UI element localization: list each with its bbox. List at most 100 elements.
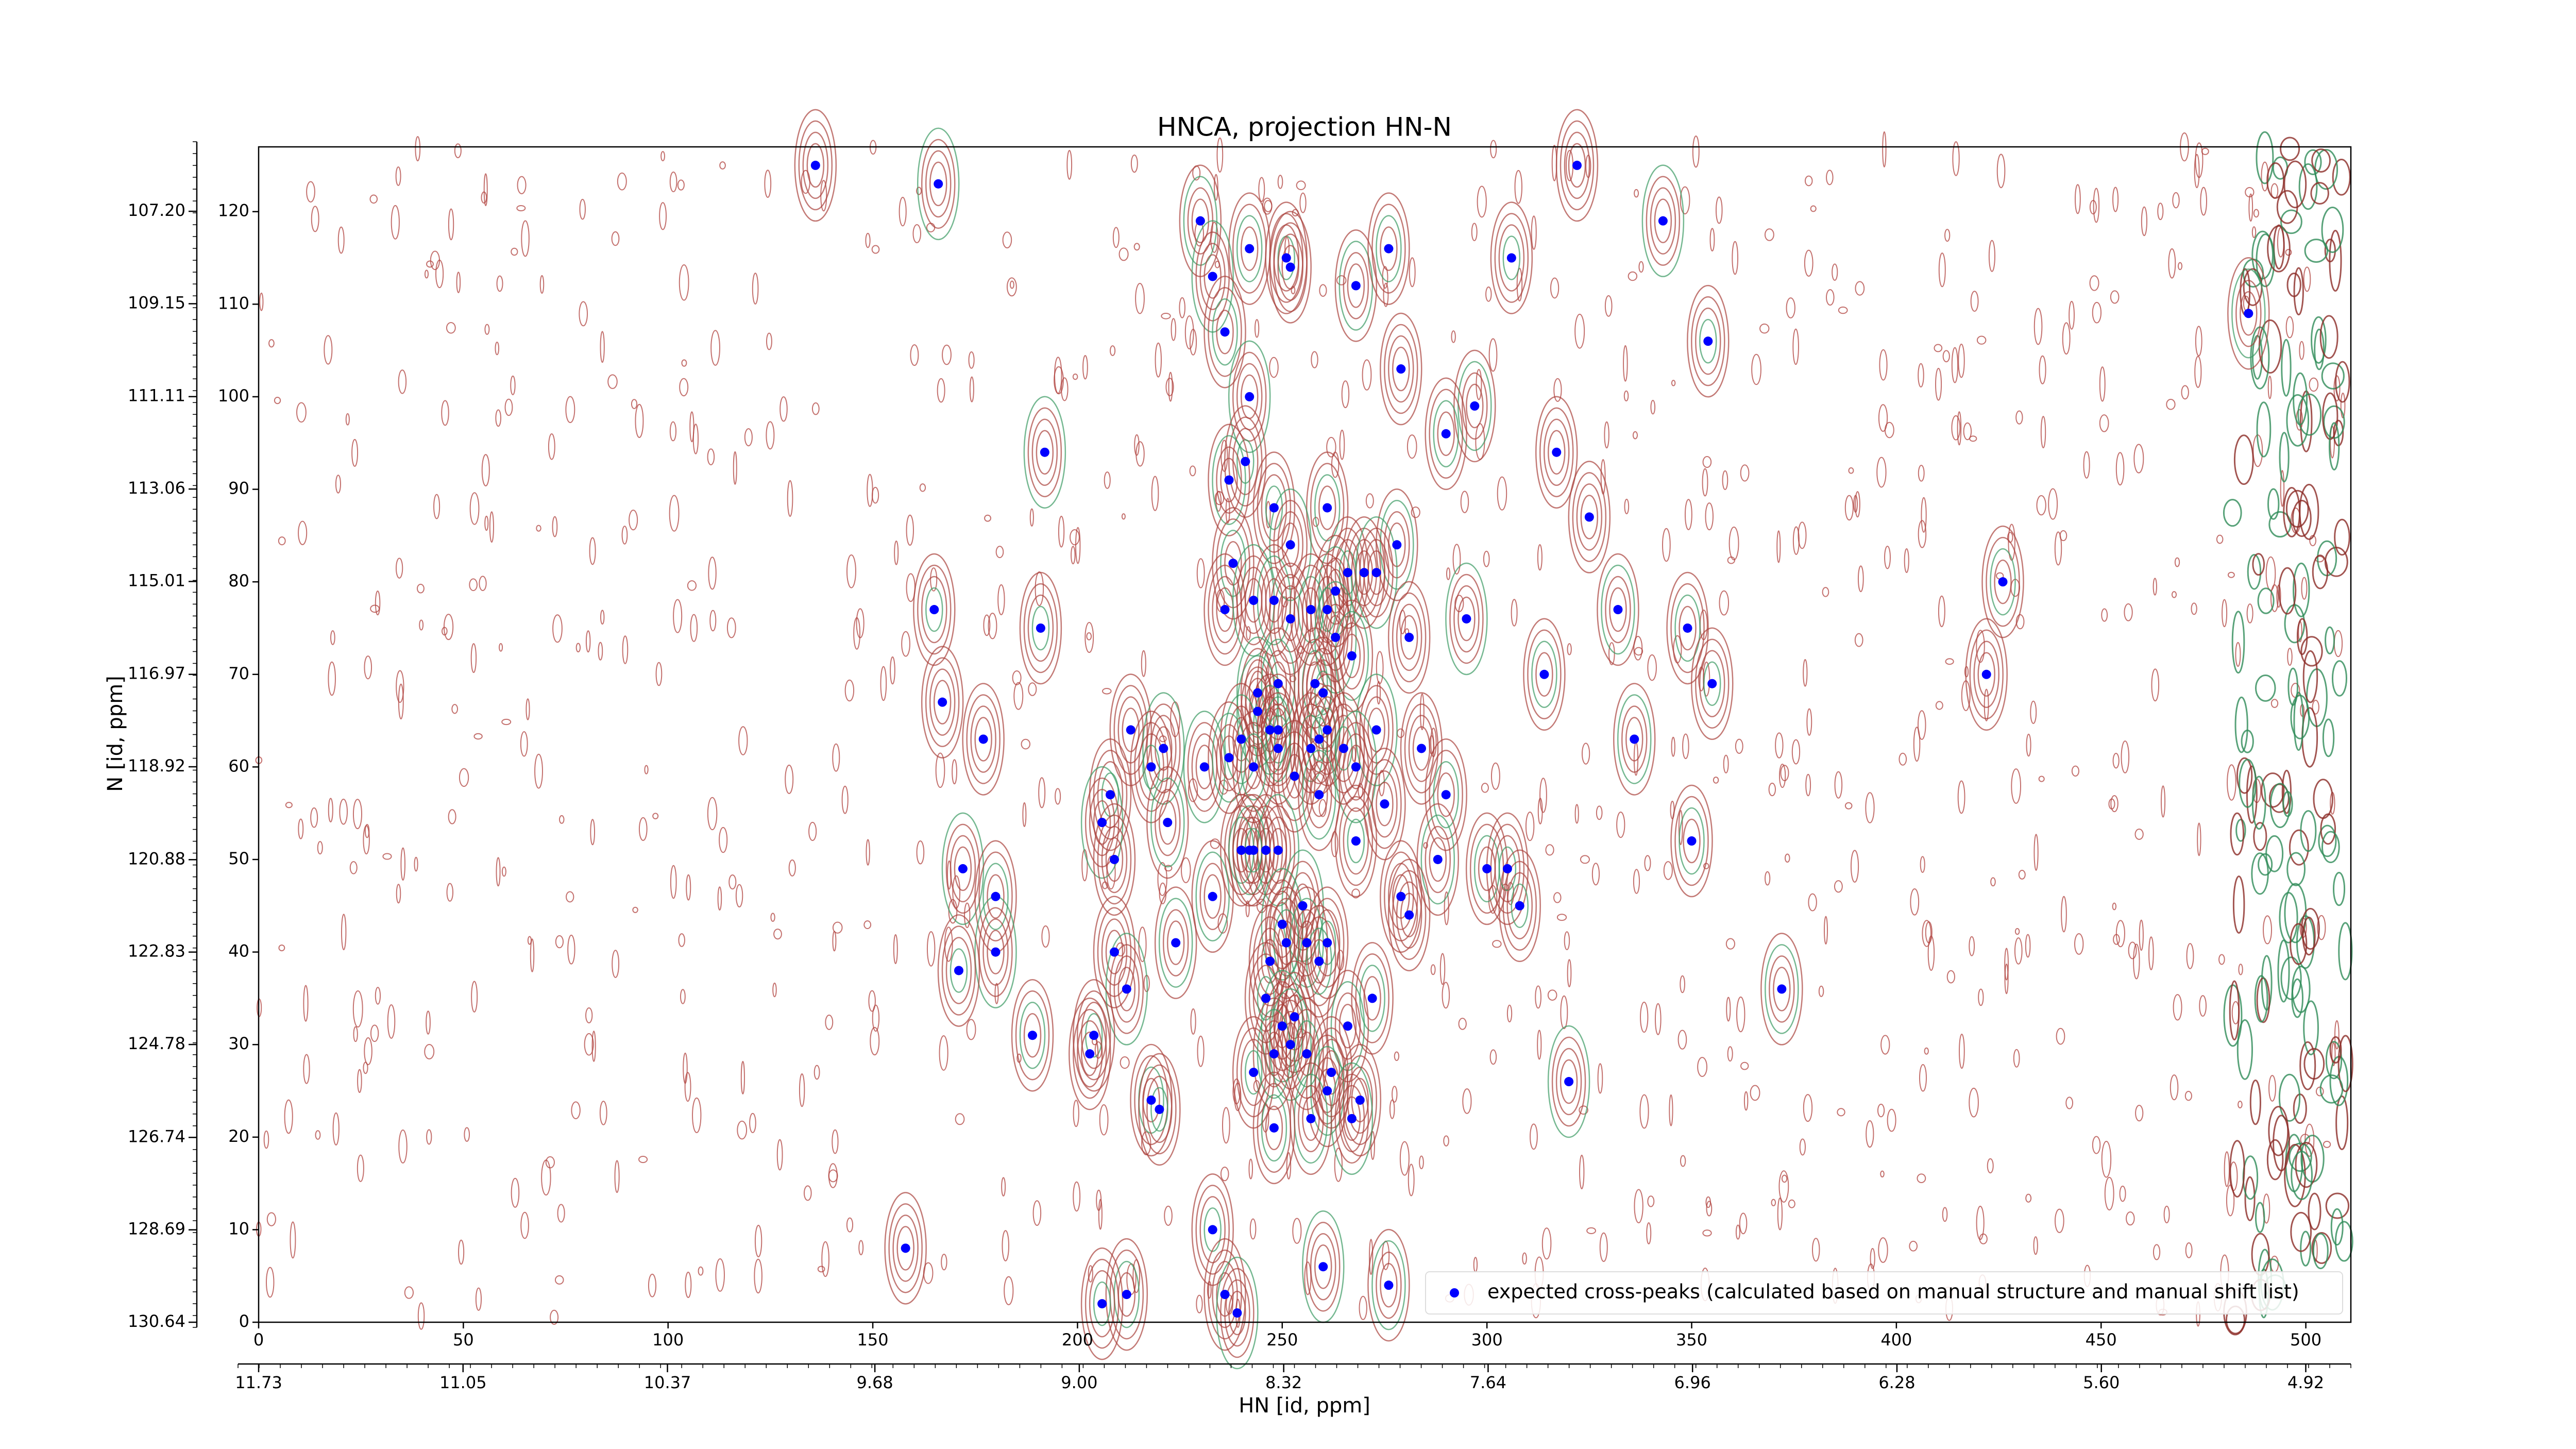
noise-contour (1680, 1155, 1686, 1167)
noise-contour (2267, 375, 2272, 399)
noise-contour (707, 797, 718, 831)
peak-contour (1392, 870, 1427, 960)
noise-contour (341, 914, 347, 951)
noise-contour (1473, 1257, 1478, 1273)
peak-contour (1138, 1053, 1181, 1166)
peak-contour (1387, 581, 1431, 694)
x2-tick-label: 9.00 (1061, 1373, 1097, 1392)
noise-contour (454, 143, 462, 158)
edge-contour (2283, 486, 2301, 537)
noise-contour (1834, 771, 1843, 799)
noise-contour (526, 698, 530, 720)
noise-contour (1334, 1148, 1343, 1182)
peak-contour (1166, 920, 1185, 965)
peak-contour (1683, 818, 1701, 864)
noise-contour (1567, 643, 1572, 655)
noise-contour (1958, 343, 1965, 378)
peak-contour (1449, 574, 1484, 664)
x2-tick-label: 9.68 (857, 1373, 893, 1392)
peak-contour (913, 553, 956, 666)
cross-peak (810, 160, 820, 170)
noise-contour (1560, 995, 1568, 1030)
peak-contour (1277, 233, 1303, 301)
peak-contour (1773, 967, 1791, 1012)
noise-contour (1394, 1051, 1400, 1062)
noise-contour (499, 643, 503, 652)
noise-contour (2015, 410, 2023, 425)
noise-contour (473, 733, 483, 740)
noise-contour (1942, 1207, 1948, 1222)
noise-contour (1792, 328, 1799, 365)
noise-contour (817, 1266, 825, 1273)
peak-contour (1670, 583, 1705, 673)
noise-contour (1904, 548, 1909, 573)
edge-contour (2269, 783, 2291, 829)
noise-contour (846, 1217, 854, 1233)
noise-contour (692, 424, 699, 454)
noise-contour (939, 1035, 948, 1071)
edge-contour (2291, 978, 2304, 1018)
noise-contour (1452, 544, 1461, 575)
noise-contour (1488, 885, 1498, 914)
noise-contour (1866, 1120, 1874, 1148)
cross-peak (1470, 401, 1480, 411)
y2-tick-label: 109.15 (128, 293, 185, 312)
noise-contour (2026, 733, 2031, 757)
edge-contour (2322, 718, 2335, 757)
peak-contour (896, 1226, 914, 1271)
noise-contour (1784, 853, 1790, 863)
peak-contour (1429, 837, 1447, 882)
noise-contour (298, 520, 308, 545)
cross-peak (1515, 901, 1524, 911)
noise-contour (470, 643, 477, 673)
noise-contour (988, 613, 997, 639)
noise-contour (2056, 1027, 2065, 1045)
peak-contour (1601, 564, 1635, 655)
x2-tick-label: 7.64 (1470, 1373, 1506, 1392)
noise-contour (906, 514, 914, 546)
noise-contour (1072, 373, 1078, 380)
noise-contour (552, 614, 563, 643)
peak-contour (1031, 418, 1058, 486)
peak-contour (1392, 346, 1410, 392)
edge-contour (2289, 1142, 2312, 1172)
plot-frame (258, 146, 2352, 1323)
peak-contour (974, 717, 992, 762)
y-tick-label: 0 (239, 1311, 249, 1331)
peak-contour (1343, 252, 1369, 319)
peak-contour (798, 120, 833, 211)
peak-contour (1498, 224, 1525, 292)
peak-contour (1490, 201, 1533, 314)
peak-contour (1400, 692, 1443, 805)
edge-contour (2276, 190, 2298, 224)
noise-contour (1165, 378, 1174, 396)
peak-contour (1109, 944, 1144, 1034)
noise-contour (825, 1014, 834, 1030)
noise-contour (1791, 739, 1801, 765)
noise-contour (363, 825, 370, 855)
noise-contour (853, 617, 861, 650)
noise-contour (1477, 186, 1487, 218)
peak-contour (1429, 749, 1463, 840)
noise-contour (841, 785, 849, 814)
noise-contour (870, 1026, 880, 1056)
noise-contour (2134, 829, 2144, 840)
noise-contour (894, 540, 899, 565)
noise-contour (966, 1019, 976, 1040)
peak-contour (1011, 979, 1054, 1092)
cross-peak (1285, 540, 1295, 550)
noise-contour (1848, 467, 1854, 474)
noise-contour (1249, 1218, 1257, 1240)
peak-contour (1199, 863, 1226, 931)
cross-peak (1367, 993, 1377, 1003)
noise-contour (1190, 1008, 1196, 1035)
peak-contour (1277, 731, 1312, 821)
peak-contour (1023, 583, 1058, 673)
noise-contour (481, 191, 487, 204)
noise-contour (1984, 688, 1989, 721)
cross-peak (1482, 864, 1492, 873)
y2-tick-label: 120.88 (128, 849, 185, 868)
noise-contour (1104, 471, 1111, 489)
noise-contour (2014, 928, 2020, 935)
noise-contour (1976, 335, 1987, 345)
